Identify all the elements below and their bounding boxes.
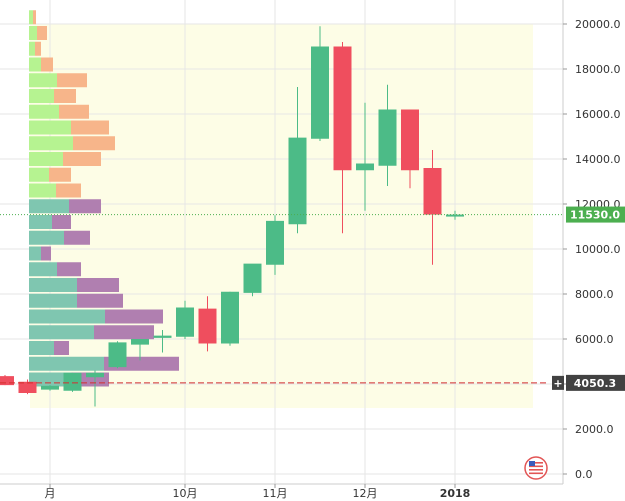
volume-profile-buy-bar [29,41,35,56]
volume-profile-buy-bar [29,278,77,292]
y-tick-label: 8000.0 [575,288,614,301]
volume-profile-buy-bar [29,215,52,229]
price-lines [0,214,563,384]
volume-profile-sell-bar [71,120,109,135]
volume-profile-sell-bar [64,230,90,245]
volume-profile-sell-bar [41,246,51,261]
volume-profile-buy-bar [29,120,71,135]
volume-profile [29,10,179,387]
candle-body [378,109,397,166]
candle-body [401,109,419,171]
volume-profile-sell-bar [57,262,81,277]
candle-body [198,308,217,344]
last-price-tag [566,206,625,223]
volume-profile-sell-bar [54,341,69,355]
volume-profile-sell-bar [57,73,87,88]
volume-profile-sell-bar [77,293,123,308]
volume-profile-sell-bar [56,183,81,198]
volume-profile-sell-bar [73,136,115,151]
volume-profile-buy-bar [29,167,49,182]
y-tick-label: 14000.0 [575,153,621,166]
volume-profile-buy-bar [29,152,63,166]
volume-profile-buy-bar [29,262,57,277]
volume-profile-sell-bar [33,10,36,25]
volume-profile-sell-bar [63,152,101,166]
volume-profile-buy-bar [29,230,64,245]
x-tick-label: 月 [45,487,56,500]
volume-profile-sell-bar [77,278,119,292]
plus-icon-glyph: + [553,377,562,390]
x-tick-label: 10月 [173,487,198,500]
volume-profile-buy-bar [29,341,54,355]
volume-profile-buy-bar [29,57,41,72]
y-tick-label: 10000.0 [575,243,621,256]
candle-body [63,372,82,391]
volume-profile-sell-bar [59,104,89,119]
volume-profile-sell-bar [69,199,101,214]
volume-profile-sell-bar [41,57,53,72]
y-tick-label: 6000.0 [575,333,614,346]
candle-body [333,46,352,171]
volume-profile-buy-bar [29,293,77,308]
y-tick-label: 18000.0 [575,63,621,76]
us-flag-icon[interactable] [524,456,548,480]
flag-stripe [529,462,543,464]
candle-body [446,214,464,217]
volume-profile-buy-bar [29,246,41,261]
x-tick-label: 12月 [353,487,378,500]
candle-body [108,342,127,368]
flag-stripe [529,465,543,468]
y-tick-label: 0.0 [575,468,593,481]
candle-body [41,385,59,390]
x-tick-label: 11月 [263,487,288,500]
volume-profile-buy-bar [29,183,56,198]
volume-profile-sell-bar [105,309,163,324]
volume-profile-buy-bar [29,356,104,371]
candle-body [423,168,442,215]
candle-body [0,376,14,386]
reference-price-tag [566,374,625,391]
volume-profile-sell-bar [54,89,76,103]
volume-profile-sell-bar [49,167,71,182]
volume-profile-sell-bar [35,41,41,56]
candle-body [288,137,307,225]
plus-icon[interactable] [552,375,564,390]
candle-body [221,291,239,344]
flag-stripe [529,469,543,471]
volume-profile-buy-bar [29,26,37,40]
flag-outline [524,456,548,480]
volume-profile-buy-bar [29,199,69,214]
volume-profile-buy-bar [29,73,57,88]
volume-profile-buy-bar [29,104,59,119]
volume-profile-buy-bar [29,136,73,151]
volume-profile-buy-bar [29,309,105,324]
candle-body [18,381,37,393]
y-tick-label: 20000.0 [575,18,621,31]
y-tick-label: 2000.0 [575,423,614,436]
volume-profile-buy-bar [29,325,94,340]
x-tick-label: 2018 [440,487,471,500]
candle-body [266,220,284,265]
volume-profile-buy-bar [29,10,33,25]
candle-body [311,46,329,139]
volume-profile-sell-bar [52,215,71,229]
candle-body [176,307,194,337]
last-price-label: 11530.0 [570,209,620,222]
y-tick-label: 16000.0 [575,108,621,121]
candles [0,26,464,407]
flag-canton [529,461,535,466]
flag-stripe [529,472,543,475]
candle-body [86,372,104,378]
candle-body [243,263,262,293]
volume-profile-sell-bar [94,325,154,340]
candle-body [153,335,172,338]
candle-body [131,339,149,345]
volume-profile-sell-bar [37,26,47,40]
reference-price-label: 4050.3 [574,377,616,390]
candle-body [356,163,374,171]
volume-profile-buy-bar [29,89,54,103]
price-tags: 11530.0 + 4050.3 [552,206,625,391]
